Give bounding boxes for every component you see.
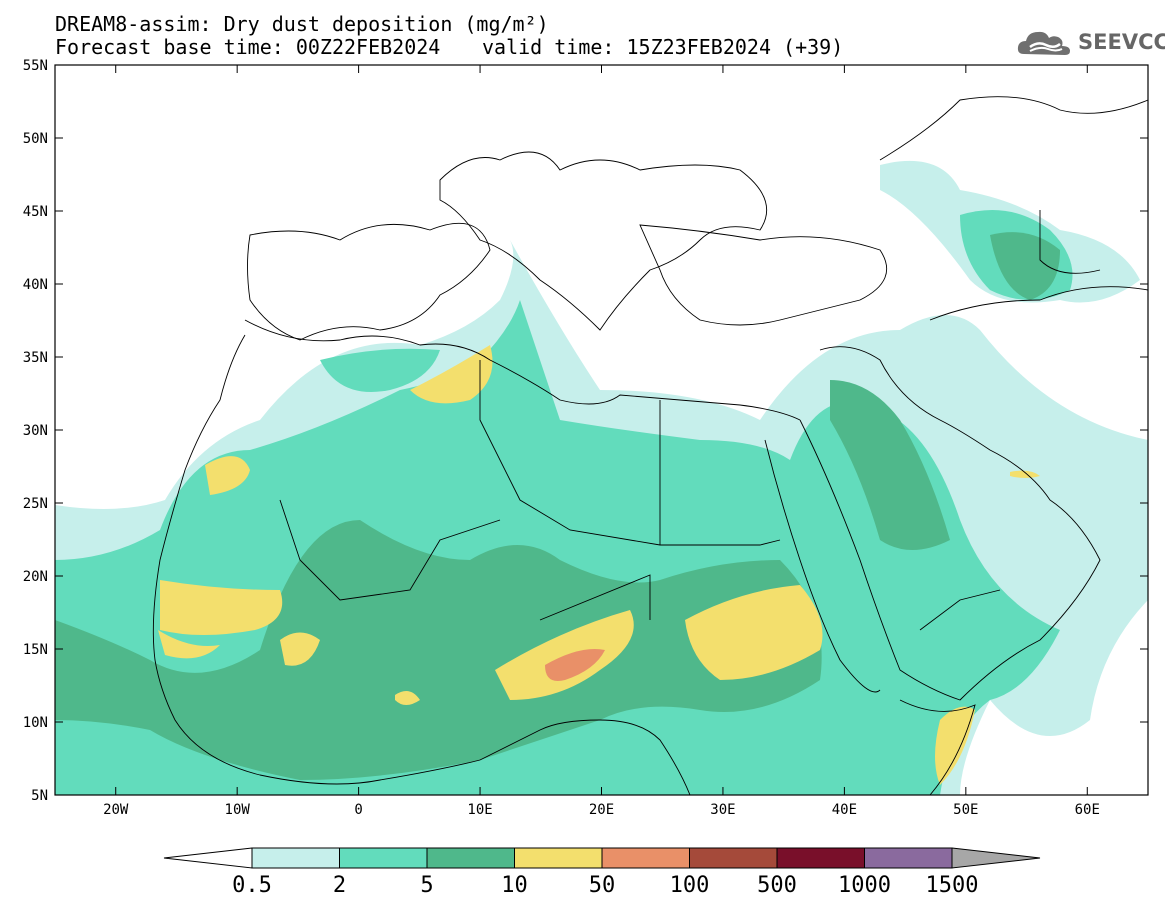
lat-tick-label: 45N bbox=[23, 204, 48, 220]
lat-tick-label: 40N bbox=[23, 277, 48, 293]
frame-ticks bbox=[55, 65, 1148, 795]
colorbar-box bbox=[514, 847, 603, 869]
lon-tick-label: 40E bbox=[832, 802, 857, 818]
colorbar-box bbox=[689, 847, 778, 869]
colorbar-box bbox=[864, 847, 953, 869]
map-title: DREAM8-assim: Dry dust deposition (mg/m²… bbox=[55, 12, 549, 36]
valid-time: valid time: 15Z23FEB2024 (+39) bbox=[482, 35, 844, 59]
colorbar-label: 2 bbox=[333, 873, 346, 898]
lat-tick-label: 50N bbox=[23, 131, 48, 147]
colorbar-box bbox=[776, 847, 865, 869]
latitude-axis: 55N 50N 45N 40N 35N 30N 25N 20N 15N 10N 5N bbox=[23, 58, 48, 804]
lat-tick-label: 30N bbox=[23, 423, 48, 439]
lon-tick-label: 10W bbox=[225, 802, 251, 818]
seevccc-logo: SEEVCCC bbox=[1016, 24, 1165, 60]
colorbar-label: 500 bbox=[757, 873, 797, 898]
forecast-base-time: Forecast base time: 00Z22FEB2024 bbox=[55, 35, 441, 59]
lon-tick-label: 20W bbox=[103, 802, 129, 818]
colorbar-label: 1500 bbox=[926, 873, 979, 898]
lat-tick-label: 55N bbox=[23, 58, 48, 74]
colorbar-box bbox=[339, 847, 428, 869]
colorbar-label: 5 bbox=[420, 873, 433, 898]
colorbar-label: 1000 bbox=[838, 873, 891, 898]
lon-tick-label: 20E bbox=[589, 802, 614, 818]
colorbar-box bbox=[426, 847, 515, 869]
colorbar-low-arrow bbox=[163, 847, 253, 869]
colorbar-label: 100 bbox=[670, 873, 710, 898]
colorbar-label: 10 bbox=[501, 873, 528, 898]
lon-tick-label: 0 bbox=[354, 802, 362, 818]
lon-tick-label: 60E bbox=[1075, 802, 1100, 818]
colorbar-box bbox=[601, 847, 690, 869]
colorbar-high-arrow bbox=[951, 847, 1041, 869]
longitude-axis: 20W 10W 0 10E 20E 30E 40E 50E 60E bbox=[103, 802, 1100, 818]
colorbar-label: 0.5 bbox=[232, 873, 272, 898]
lat-tick-label: 10N bbox=[23, 715, 48, 731]
lat-tick-label: 20N bbox=[23, 569, 48, 585]
colorbar-box bbox=[251, 847, 340, 869]
map-panel bbox=[55, 65, 1148, 795]
cloud-icon bbox=[1017, 31, 1070, 55]
colorbar: 0.5 2 5 10 50 100 500 1000 1500 bbox=[163, 847, 1041, 898]
coastlines-borders bbox=[152, 96, 1148, 795]
lat-tick-label: 15N bbox=[23, 642, 48, 658]
map-frame bbox=[54, 64, 1149, 796]
lon-tick-label: 30E bbox=[710, 802, 735, 818]
colorbar-label: 50 bbox=[589, 873, 616, 898]
logo-text: SEEVCCC bbox=[1078, 30, 1165, 54]
dust-deposition-contours bbox=[55, 160, 1148, 795]
lon-tick-label: 50E bbox=[953, 802, 978, 818]
lat-tick-label: 25N bbox=[23, 496, 48, 512]
lat-tick-label: 35N bbox=[23, 350, 48, 366]
lon-tick-label: 10E bbox=[467, 802, 492, 818]
lat-tick-label: 5N bbox=[31, 788, 48, 804]
